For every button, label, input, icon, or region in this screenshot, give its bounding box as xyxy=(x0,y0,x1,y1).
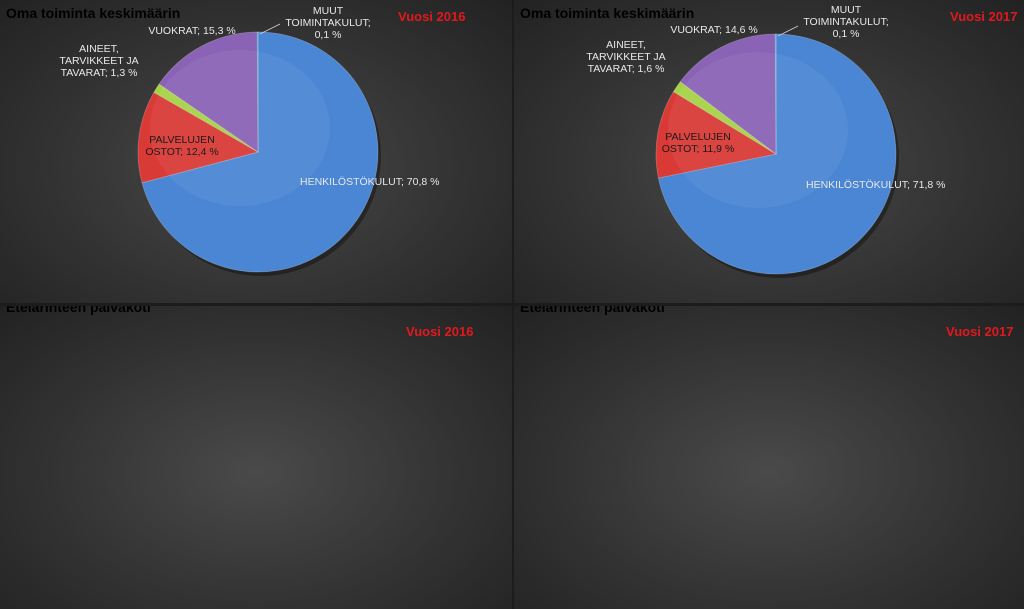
chart-panel-etelarinne-2016: HENKILÖSTÖKULUT; 78,2 %PALVELUJENOSTOT; … xyxy=(0,306,512,609)
pie-chart-etelarinne-2017: HENKILÖSTÖKULUT; 78,6 %PALVELUJENOSTOT; … xyxy=(514,306,1024,609)
leader-line xyxy=(259,23,281,35)
chart-year: Vuosi 2016 xyxy=(406,324,474,339)
pie-slice-2 xyxy=(153,83,259,153)
pie-slice-0 xyxy=(657,33,897,275)
slice-label-4: MUUT TOIMINTAKULUT; 0,1 % xyxy=(285,5,370,41)
pie-slice-1 xyxy=(137,91,260,184)
leader-line xyxy=(777,25,799,37)
pie-slice-3 xyxy=(679,33,777,155)
slice-label-4: MUUT TOIMINTAKULUT; 0,1 % xyxy=(803,4,888,40)
chart-year: Vuosi 2017 xyxy=(950,9,1018,24)
slice-label-0: HENKILÖSTÖKULUT; 71,8 % xyxy=(806,179,945,191)
slice-label-1: PALVELUJEN OSTOT; 11,9 % xyxy=(662,131,735,155)
pie-highlight xyxy=(668,52,848,208)
chart-panel-oma-2016: HENKILÖSTÖKULUT; 70,8 % PALVELUJEN OSTOT; … xyxy=(0,0,512,303)
pie-slice-4 xyxy=(774,33,777,155)
slice-label-2: AINEET, TARVIKKEET JA TAVARAT; 1,3 % xyxy=(59,43,138,79)
pie-chart-etelarinne-2016: HENKILÖSTÖKULUT; 78,2 %PALVELUJENOSTOT; … xyxy=(0,306,512,609)
pie-slice-2 xyxy=(672,81,777,155)
pie-chart-oma-2016: HENKILÖSTÖKULUT; 70,8 % PALVELUJEN OSTOT; … xyxy=(59,5,439,276)
slice-label-2: AINEET, TARVIKKEET JA TAVARAT; 1,6 % xyxy=(586,39,665,75)
chart-year: Vuosi 2017 xyxy=(946,324,1014,339)
chart-title: Oma toiminta keskimäärin xyxy=(520,5,695,21)
pie-slice-3 xyxy=(158,31,259,153)
slice-label-0: HENKILÖSTÖKULUT; 70,8 % xyxy=(300,176,439,188)
pie-slice-4 xyxy=(256,31,259,153)
slice-label-3: VUOKRAT; 15,3 % xyxy=(148,25,235,37)
chart-title: Oma toiminta keskimäärin xyxy=(6,5,181,21)
chart-year: Vuosi 2016 xyxy=(398,9,466,24)
slice-label-1: PALVELUJEN OSTOT; 12,4 % xyxy=(145,134,218,158)
chart-panel-etelarinne-2017: HENKILÖSTÖKULUT; 78,6 %PALVELUJENOSTOT; … xyxy=(514,306,1024,609)
chart-panel-oma-2017: HENKILÖSTÖKULUT; 71,8 % PALVELUJEN OSTOT; … xyxy=(514,0,1024,303)
pie-chart-oma-2017: HENKILÖSTÖKULUT; 71,8 % PALVELUJEN OSTOT; … xyxy=(586,4,945,278)
pie-highlight xyxy=(150,50,330,206)
chart-title: Etelärinteen päiväkoti xyxy=(520,306,665,315)
pie-slice-0 xyxy=(141,31,379,273)
pie-slice-1 xyxy=(655,91,778,179)
chart-title: Etelärinteen päiväkoti xyxy=(6,306,151,315)
slice-label-3: VUOKRAT; 14,6 % xyxy=(670,24,757,36)
